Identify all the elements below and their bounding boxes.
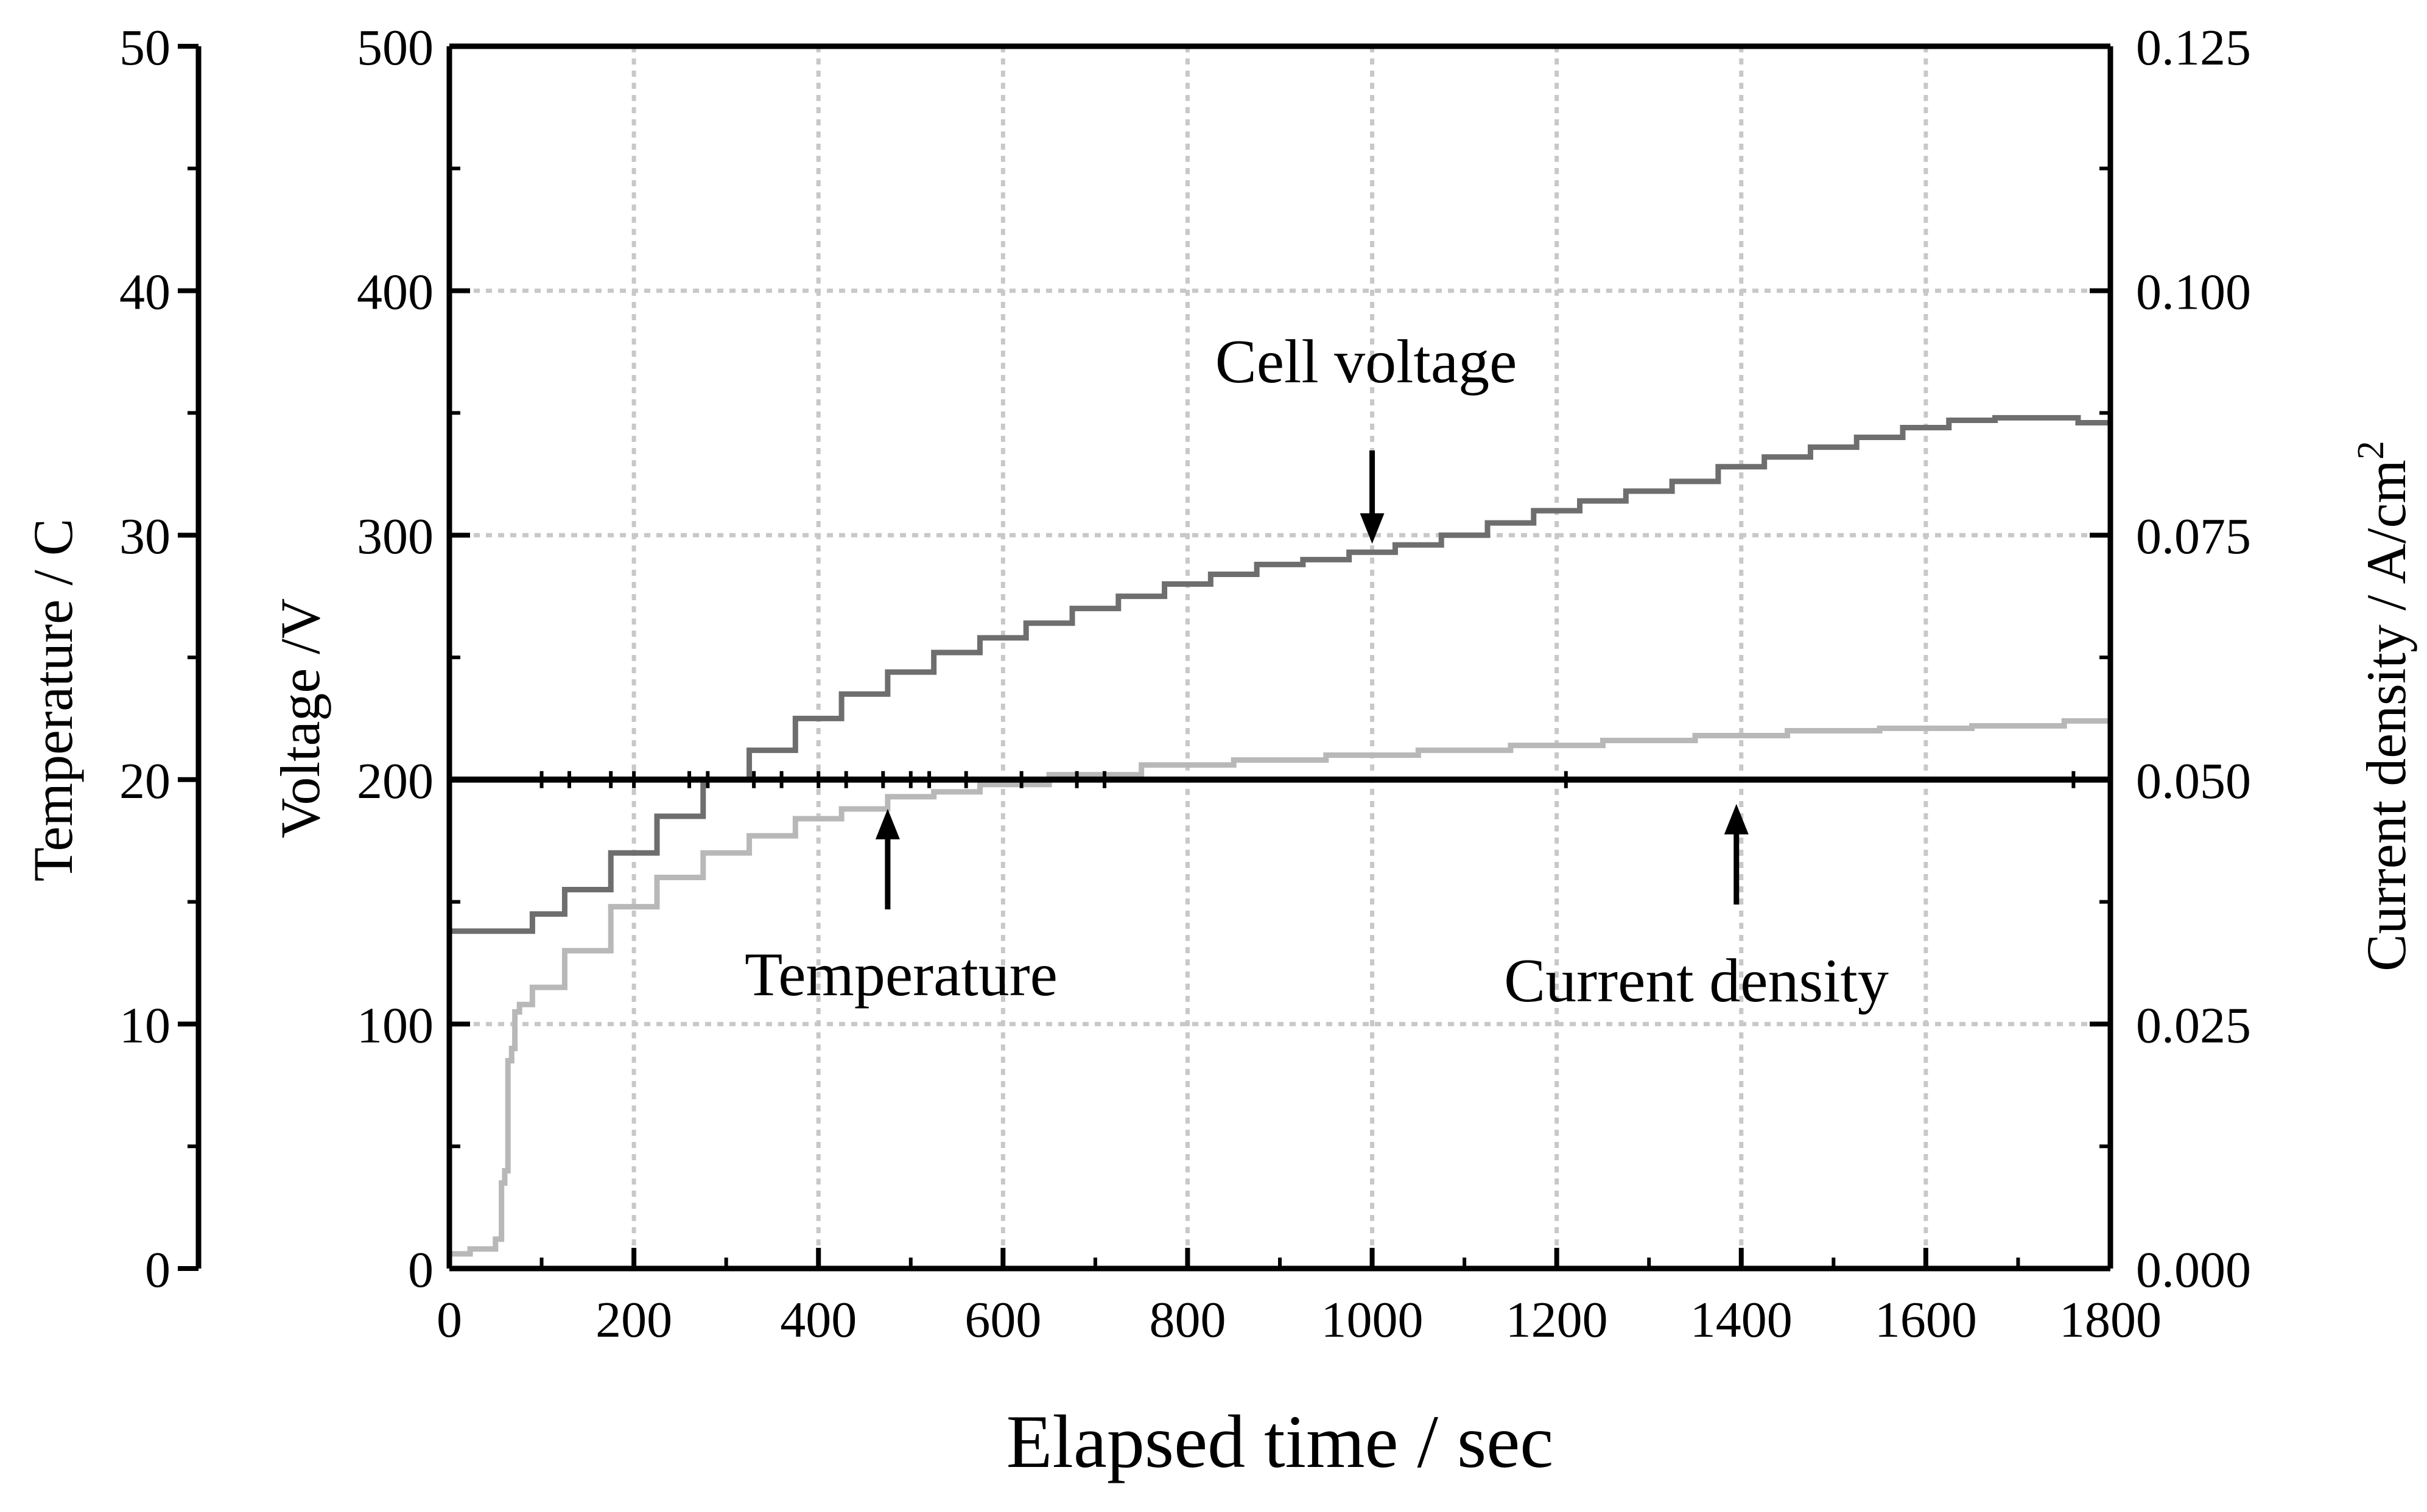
temperature-axis-title: Temperature / C [22,519,84,881]
temperature-tick-label: 30 [119,508,170,565]
voltage-tick-label: 200 [357,753,434,810]
voltage-tick-label: 300 [357,508,434,565]
series-layer [449,415,2110,1257]
x-tick-label: 1800 [2059,1292,2162,1348]
axis-layer [178,43,2113,1272]
temperature-tick-label: 10 [119,997,170,1054]
voltage-tick-label: 500 [357,19,434,76]
temperature-arrow-head [875,808,900,839]
x-tick-label: 200 [595,1292,672,1348]
x-axis-title: Elapsed time / sec [1006,1400,1554,1483]
current-tick-label: 0.125 [2136,19,2251,76]
current-axis-title: Current density / A/cm2 [2350,441,2417,971]
current-tick-label: 0.075 [2136,508,2251,565]
cell-voltage-line [449,415,2110,934]
x-tick-label: 800 [1149,1292,1226,1348]
voltage-tick-label: 100 [357,997,434,1054]
x-tick-label: 600 [964,1292,1041,1348]
current-density-arrow-head [1724,803,1749,835]
x-tick-label: 1400 [1690,1292,1793,1348]
x-tick-label: 400 [780,1292,857,1348]
grid-layer [449,46,2110,1269]
temperature-tick-label: 50 [119,19,170,76]
cell-voltage-arrow-head [1360,513,1385,544]
label-layer: 0 200 400 600 800 1000 1200 1400 1600 18000100200… [22,19,2417,1483]
current-density-annotation: Current density [1504,947,1889,1015]
current-axis-title-superscript: 2 [2350,441,2392,460]
cell-voltage-annotation: Cell voltage [1215,327,1517,396]
voltage-axis-title: Voltage /V [269,598,331,838]
x-tick-label: 1200 [1506,1292,1608,1348]
current-tick-label: 0.025 [2136,997,2251,1054]
current-tick-label: 0.050 [2136,753,2251,810]
temperature-annotation: Temperature [745,940,1058,1009]
temperature-tick-label: 20 [119,753,170,810]
x-tick-label: 0 [437,1292,462,1348]
temperature-tick-label: 40 [119,264,170,321]
voltage-tick-label: 0 [408,1242,434,1298]
x-tick-label: 1600 [1875,1292,1977,1348]
x-tick-label: 1000 [1321,1292,1424,1348]
current-tick-label: 0.100 [2136,264,2251,321]
current-tick-label: 0.000 [2136,1242,2251,1298]
temperature-tick-label: 0 [145,1242,170,1298]
temperature-line [449,718,2110,1257]
voltage-tick-label: 400 [357,264,434,321]
